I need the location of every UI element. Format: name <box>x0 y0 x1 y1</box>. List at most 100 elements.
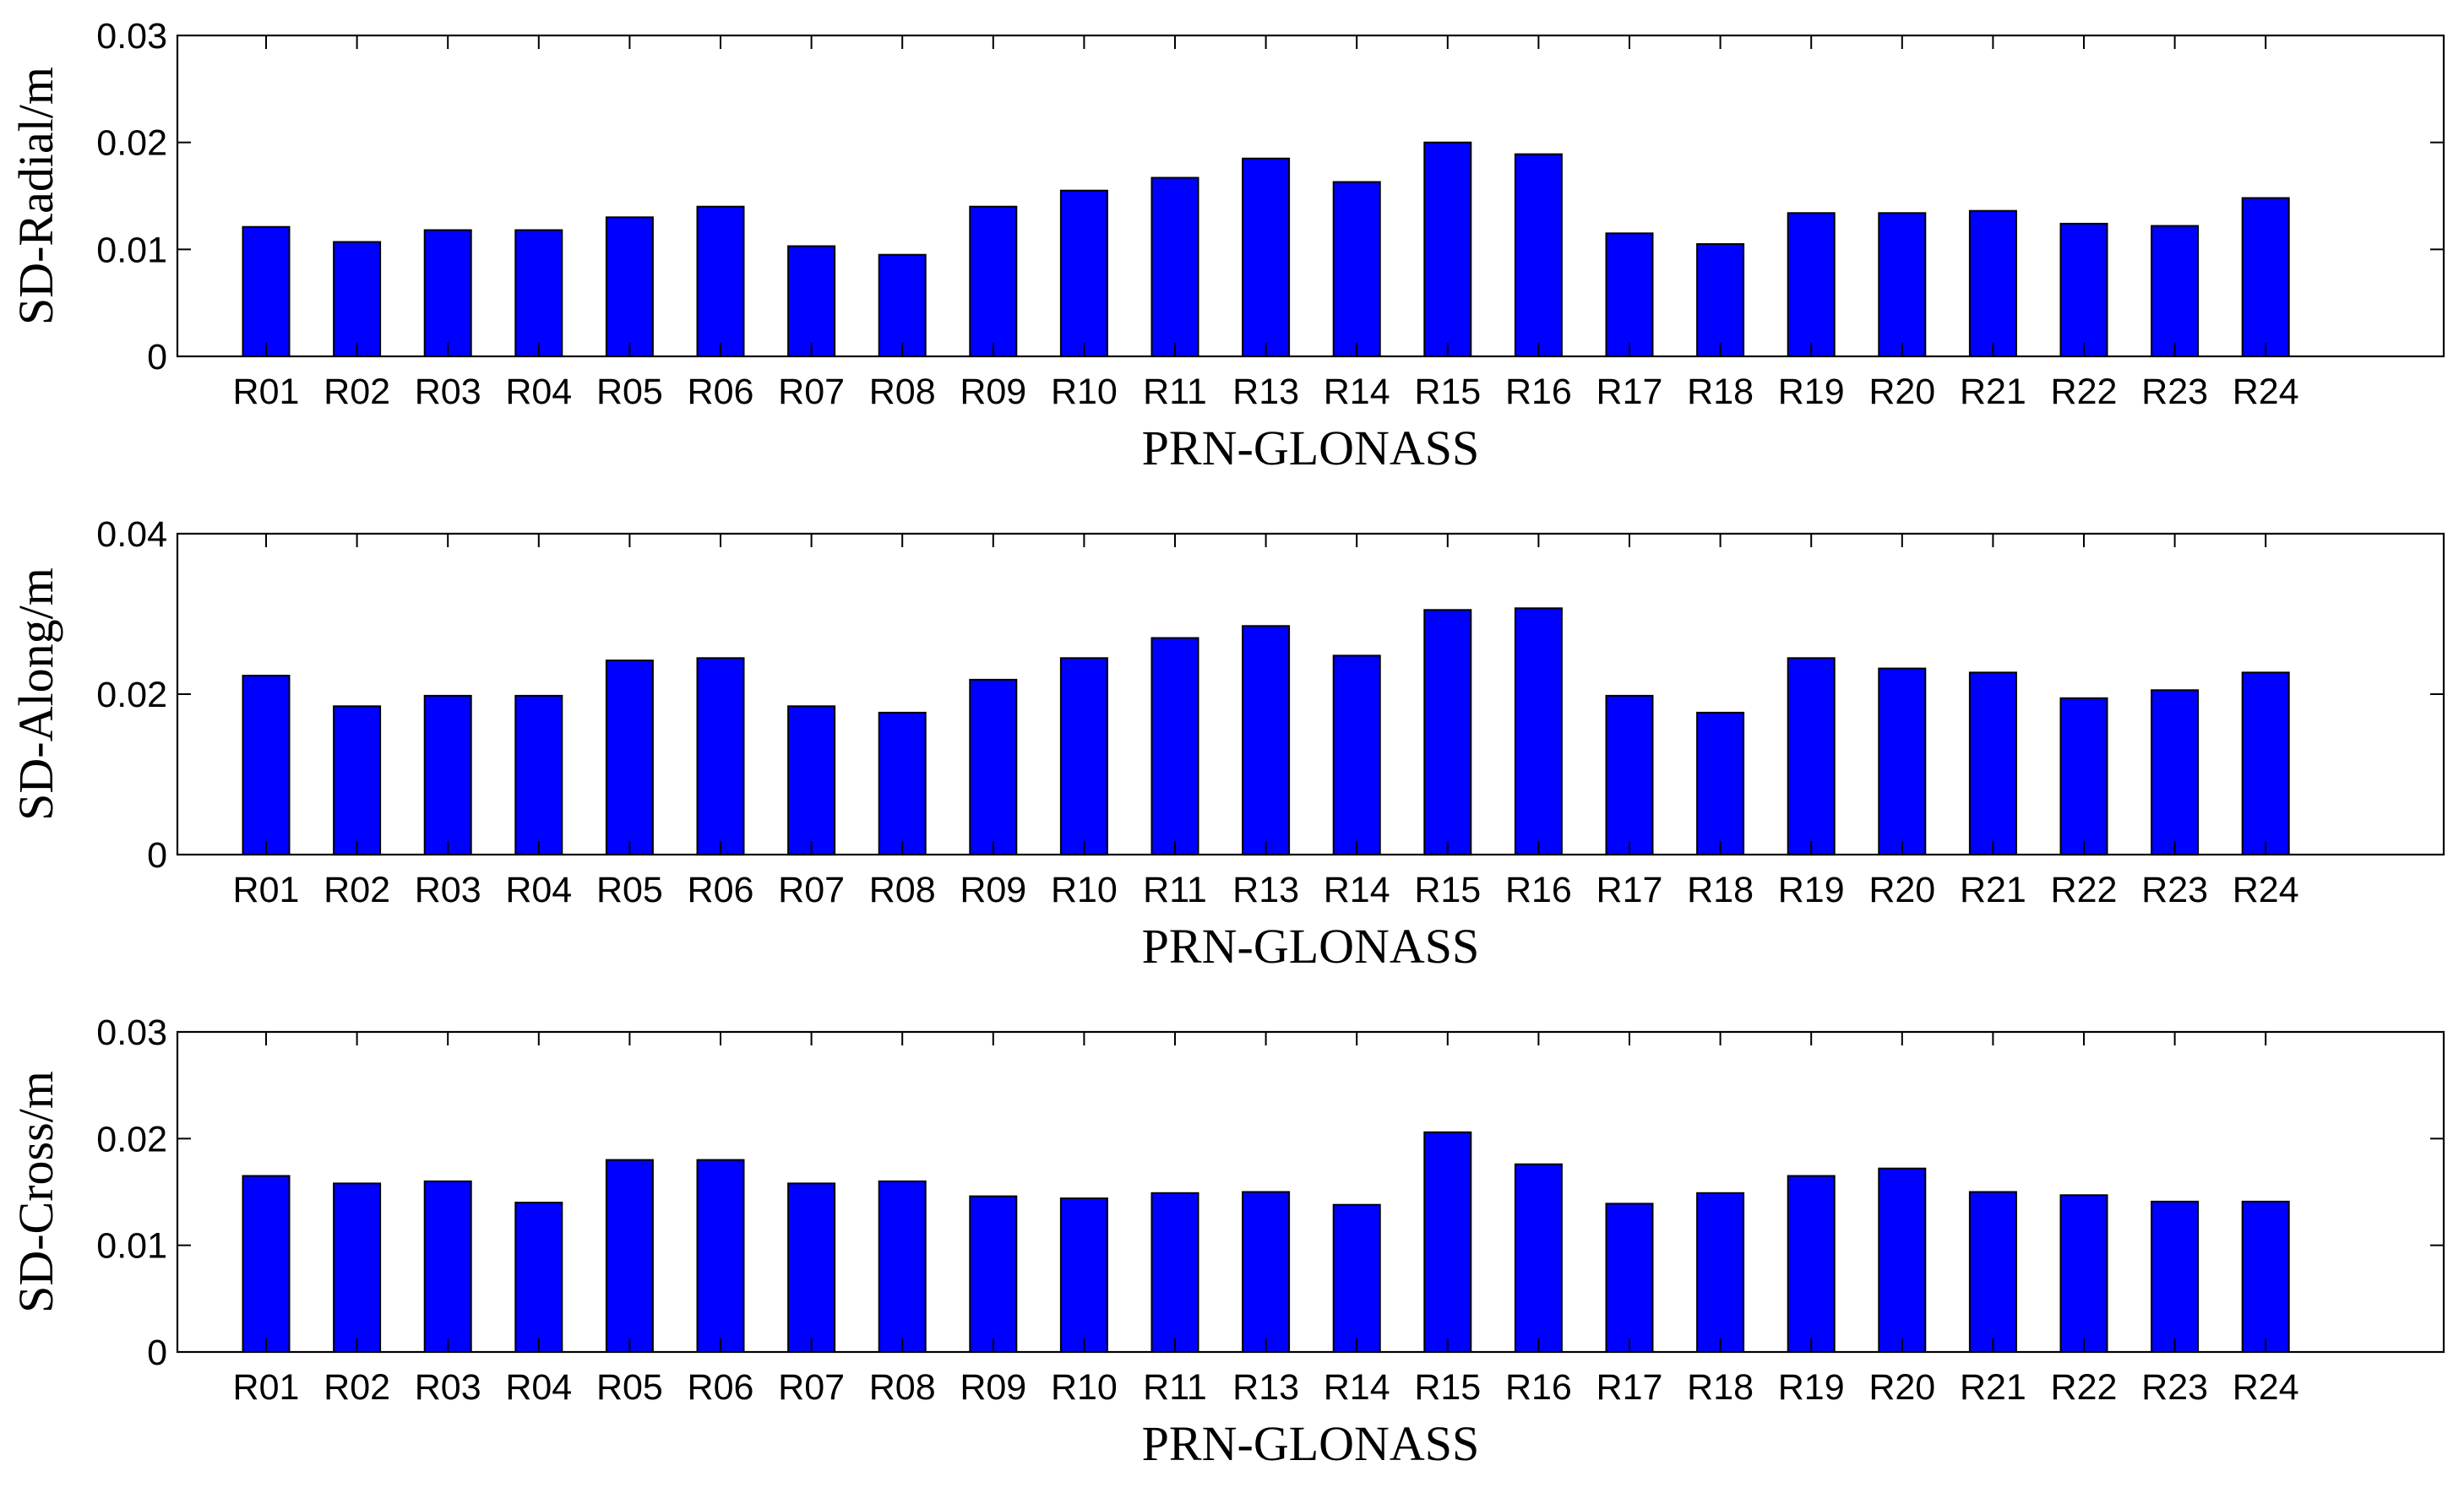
bar-r19 <box>1787 657 1836 856</box>
bar-r17 <box>1605 1203 1654 1354</box>
plot-frame <box>176 532 2445 856</box>
x-tick-label: R07 <box>778 372 845 412</box>
x-axis-label: PRN-GLONASS <box>1142 1416 1480 1471</box>
x-tick-label: R21 <box>1960 372 2026 412</box>
x-tick-label: R05 <box>596 1367 663 1408</box>
x-tick-label: R11 <box>1143 372 1207 412</box>
x-tick-label: R07 <box>778 1367 845 1408</box>
bar-r24 <box>2241 197 2290 357</box>
bar-r09 <box>969 678 1018 856</box>
x-tick-label: R19 <box>1778 372 1845 412</box>
x-tick-label: R09 <box>960 372 1026 412</box>
bar-r16 <box>1514 1163 1563 1353</box>
bar-r05 <box>605 1159 654 1353</box>
x-tick-label: R22 <box>2051 372 2118 412</box>
bar-r13 <box>1242 157 1291 357</box>
bar-r01 <box>242 1175 291 1353</box>
x-tick-label: R20 <box>1868 1367 1935 1408</box>
bar-r08 <box>878 253 927 358</box>
x-tick-label: R13 <box>1232 372 1299 412</box>
y-tick-label: 0.03 <box>96 16 167 57</box>
bar-r16 <box>1514 607 1563 855</box>
plot-frame <box>176 1030 2445 1354</box>
y-tick-label: 0 <box>147 1333 167 1373</box>
y-axis-label: SD-Along/m <box>8 567 63 821</box>
bar-r13 <box>1242 625 1291 856</box>
bar-r10 <box>1059 189 1108 357</box>
bar-r21 <box>1968 671 2017 856</box>
bar-r05 <box>605 216 654 357</box>
chart-panel-3: R01 R02 R03 R04 R05 R06 R07 R08 R09 R10 R11 R13 R14 R… <box>8 1013 2445 1471</box>
x-tick-label: R04 <box>505 870 572 910</box>
bar-r18 <box>1696 1192 1745 1354</box>
x-tick-label: R16 <box>1505 372 1572 412</box>
bar-r01 <box>242 675 291 855</box>
bar-r10 <box>1059 1197 1108 1353</box>
x-tick-label: R18 <box>1687 870 1754 910</box>
bar-r03 <box>423 694 472 856</box>
bar-r04 <box>514 229 563 357</box>
x-tick-label: R23 <box>2141 372 2208 412</box>
x-tick-label: R11 <box>1143 1367 1207 1408</box>
x-tick-label: R22 <box>2051 1367 2118 1408</box>
bar-r08 <box>878 711 927 856</box>
x-tick-label: R03 <box>415 870 481 910</box>
bar-r09 <box>969 1195 1018 1353</box>
x-tick-label: R03 <box>415 372 481 412</box>
x-tick-label: R01 <box>233 372 300 412</box>
y-tick-label: 0.04 <box>96 514 167 555</box>
bar-r17 <box>1605 694 1654 856</box>
bar-r04 <box>514 694 563 856</box>
bar-r20 <box>1878 1167 1927 1353</box>
x-tick-label: R08 <box>869 372 936 412</box>
x-tick-label: R01 <box>233 870 300 910</box>
x-tick-label: R09 <box>960 870 1026 910</box>
bar-r22 <box>2059 1194 2108 1354</box>
bar-r06 <box>696 205 745 357</box>
x-tick-label: R11 <box>1143 870 1207 910</box>
bar-r18 <box>1696 243 1745 357</box>
x-tick-label: R20 <box>1868 372 1935 412</box>
bar-r22 <box>2059 697 2108 856</box>
bar-r15 <box>1423 609 1472 856</box>
x-tick-label: R17 <box>1596 870 1663 910</box>
bar-r22 <box>2059 222 2108 357</box>
x-tick-label: R04 <box>505 372 572 412</box>
x-tick-label: R14 <box>1324 870 1390 910</box>
x-tick-label: R18 <box>1687 372 1754 412</box>
y-axis-label: SD-Radial/m <box>8 67 63 325</box>
bar-r02 <box>333 1182 382 1354</box>
x-tick-label: R10 <box>1051 1367 1118 1408</box>
chart-panel-1: R01 R02 R03 R04 R05 R06 R07 R08 R09 R10 R11 R13 R14 R… <box>8 16 2445 475</box>
x-tick-label: R23 <box>2141 870 2208 910</box>
bar-r08 <box>878 1180 927 1354</box>
bar-r07 <box>787 705 836 856</box>
x-tick-label: R15 <box>1414 1367 1481 1408</box>
x-tick-label: R02 <box>324 870 390 910</box>
bar-r03 <box>423 1180 472 1354</box>
x-tick-label: R13 <box>1232 870 1299 910</box>
bar-r20 <box>1878 667 1927 855</box>
y-tick-label: 0.02 <box>96 123 167 164</box>
x-tick-label: R16 <box>1505 1367 1572 1408</box>
x-tick-label: R06 <box>688 372 754 412</box>
x-tick-label: R22 <box>2051 870 2118 910</box>
x-tick-label: R02 <box>324 372 390 412</box>
x-tick-label: R05 <box>596 870 663 910</box>
bar-r06 <box>696 1159 745 1353</box>
x-tick-label: R14 <box>1324 372 1390 412</box>
bar-r17 <box>1605 232 1654 357</box>
y-tick-label: 0.02 <box>96 1119 167 1159</box>
bar-r21 <box>1968 1191 2017 1353</box>
x-tick-label: R14 <box>1324 1367 1390 1408</box>
y-tick-label: 0.01 <box>96 1226 167 1267</box>
bar-r16 <box>1514 153 1563 357</box>
bar-r11 <box>1150 1192 1199 1354</box>
bar-r15 <box>1423 1131 1472 1354</box>
x-tick-label: R20 <box>1868 870 1935 910</box>
bar-r04 <box>514 1202 563 1353</box>
y-tick-label: 0 <box>147 337 167 377</box>
bar-r24 <box>2241 671 2290 856</box>
x-tick-label: R21 <box>1960 1367 2026 1408</box>
x-tick-label: R01 <box>233 1367 300 1408</box>
